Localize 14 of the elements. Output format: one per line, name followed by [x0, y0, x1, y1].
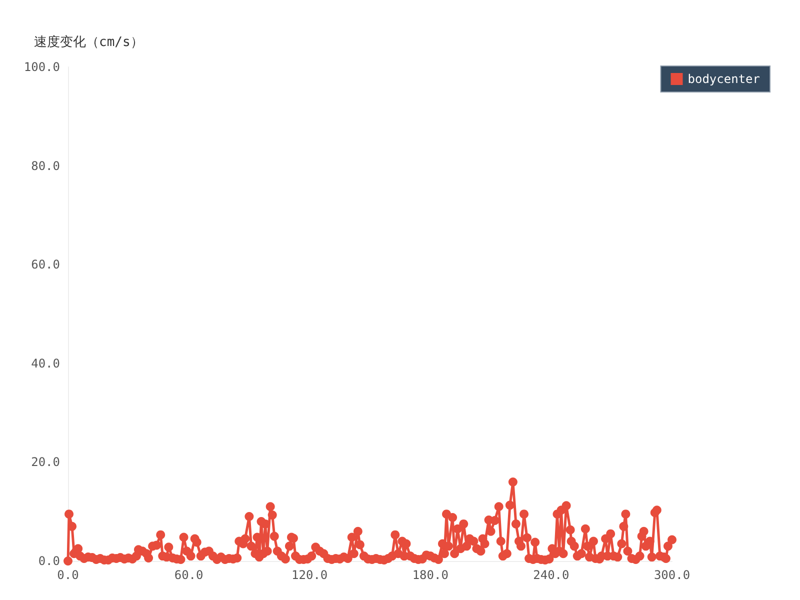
x-tick-label: 0.0 — [57, 568, 79, 582]
legend-label: bodycenter — [688, 72, 760, 86]
x-tick-label: 120.0 — [292, 568, 328, 582]
x-tick-label: 60.0 — [174, 568, 204, 582]
y-tick-label: 20.0 — [31, 455, 60, 470]
x-tick-label: 300.0 — [654, 568, 690, 582]
y-axis-title: 速度变化（cm/s） — [34, 34, 144, 50]
y-tick-label: 60.0 — [31, 258, 60, 272]
y-tick-label: 100.0 — [24, 60, 60, 74]
y-tick-label: 0.0 — [38, 554, 60, 568]
x-tick-label: 180.0 — [412, 568, 448, 582]
x-tick-label: 240.0 — [533, 568, 570, 582]
y-tick-label: 80.0 — [31, 158, 60, 173]
y-tick-label: 40.0 — [31, 356, 60, 370]
